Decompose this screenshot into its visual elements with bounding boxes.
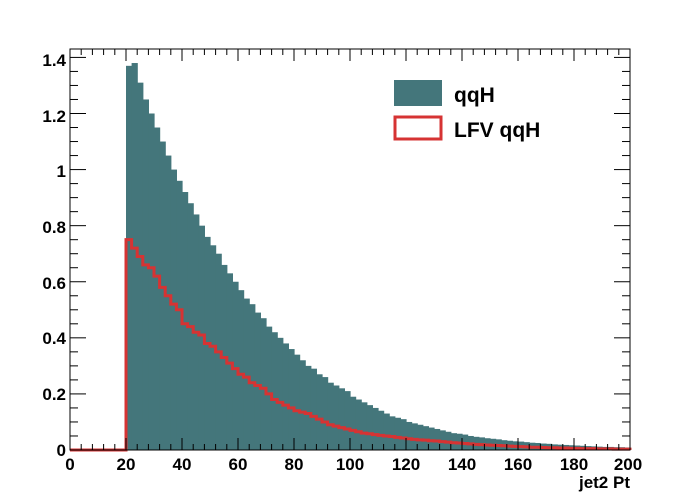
qqh-bar bbox=[137, 82, 144, 450]
qqh-bar bbox=[159, 141, 166, 451]
y-tick-label-0.4: 0.4 bbox=[42, 329, 66, 348]
x-tick-label-20: 20 bbox=[117, 455, 136, 474]
qqh-bar bbox=[310, 368, 317, 450]
y-tick-label-1.4: 1.4 bbox=[42, 51, 66, 70]
qqh-bar bbox=[394, 417, 401, 450]
qqh-bar bbox=[411, 423, 418, 450]
y-tick-label-0.6: 0.6 bbox=[42, 274, 66, 293]
qqh-bar bbox=[154, 127, 161, 450]
qqh-bar bbox=[254, 312, 261, 450]
qqh-bar bbox=[400, 419, 407, 450]
qqh-bar bbox=[288, 349, 295, 450]
y-tick-label-1: 1 bbox=[57, 162, 66, 181]
x-axis-title: jet2 Pt bbox=[578, 473, 630, 492]
qqh-bar bbox=[260, 318, 267, 450]
qqh-bar bbox=[428, 427, 435, 450]
y-tick-label-0.2: 0.2 bbox=[42, 385, 66, 404]
qqh-bar bbox=[148, 113, 155, 450]
qqh-bar bbox=[406, 421, 413, 450]
y-tick-label-0: 0 bbox=[57, 441, 66, 460]
qqh-bar bbox=[176, 180, 183, 451]
x-tick-labels: 0 20 40 60 80 100 120 140 160 180 200 bbox=[65, 455, 642, 474]
qqh-bar bbox=[383, 413, 390, 450]
qqh-bar bbox=[165, 155, 172, 450]
qqh-bar bbox=[327, 382, 334, 450]
qqh-bar bbox=[126, 65, 133, 451]
qqh-bar bbox=[333, 385, 340, 450]
qqh-bar bbox=[366, 405, 373, 450]
qqh-bar bbox=[299, 360, 306, 450]
x-tick-label-80: 80 bbox=[285, 455, 304, 474]
x-tick-label-120: 120 bbox=[392, 455, 420, 474]
qqh-bar bbox=[238, 290, 245, 450]
legend: qqH LFV qqH bbox=[393, 80, 540, 142]
legend-swatch-lfv-qqh bbox=[393, 115, 443, 141]
x-tick-label-60: 60 bbox=[229, 455, 248, 474]
y-tick-label-0.8: 0.8 bbox=[42, 218, 66, 237]
qqh-bar bbox=[316, 374, 323, 450]
x-tick-label-140: 140 bbox=[448, 455, 476, 474]
qqh-bar bbox=[355, 399, 362, 450]
legend-label-qqh: qqH bbox=[454, 84, 495, 107]
qqh-bar bbox=[294, 354, 301, 450]
y-tick-label-1.2: 1.2 bbox=[42, 107, 66, 126]
qqh-bar bbox=[271, 332, 278, 450]
legend-swatch-qqh bbox=[394, 80, 442, 106]
qqh-bar bbox=[422, 426, 429, 450]
qqh-bar bbox=[142, 99, 149, 450]
y-tick-labels: 0 0.2 0.4 0.6 0.8 1 1.2 1.4 bbox=[42, 51, 66, 460]
qqh-bar bbox=[266, 326, 273, 450]
x-tick-label-200: 200 bbox=[614, 455, 642, 474]
qqh-bar bbox=[434, 428, 441, 450]
x-tick-label-160: 160 bbox=[504, 455, 532, 474]
qqh-bar bbox=[372, 407, 379, 450]
lfv-qqh-outline bbox=[70, 238, 632, 452]
qqh-bar bbox=[350, 396, 357, 450]
qqh-bar bbox=[249, 304, 256, 450]
qqh-bar bbox=[322, 377, 329, 450]
qqh-bar bbox=[361, 402, 368, 450]
qqh-bar bbox=[182, 192, 189, 451]
qqh-bar bbox=[338, 388, 345, 450]
x-tick-label-40: 40 bbox=[173, 455, 192, 474]
qqh-bar bbox=[282, 343, 289, 450]
legend-label-lfv-qqh: LFV qqH bbox=[454, 119, 540, 142]
qqh-bar bbox=[277, 337, 284, 450]
qqh-bar bbox=[232, 281, 239, 450]
qqh-bar bbox=[243, 298, 250, 450]
x-tick-label-180: 180 bbox=[560, 455, 588, 474]
axis-ticks bbox=[69, 49, 631, 451]
qqh-bar bbox=[170, 169, 177, 450]
qqh-bar bbox=[131, 63, 138, 450]
qqh-bar bbox=[389, 416, 396, 450]
qqh-bar bbox=[344, 391, 351, 450]
qqh-bar bbox=[198, 225, 205, 450]
qqh-bar bbox=[378, 410, 385, 450]
qqh-bar bbox=[417, 424, 424, 450]
x-tick-label-100: 100 bbox=[336, 455, 364, 474]
x-tick-label-0: 0 bbox=[65, 455, 74, 474]
qqh-bar bbox=[305, 365, 312, 450]
